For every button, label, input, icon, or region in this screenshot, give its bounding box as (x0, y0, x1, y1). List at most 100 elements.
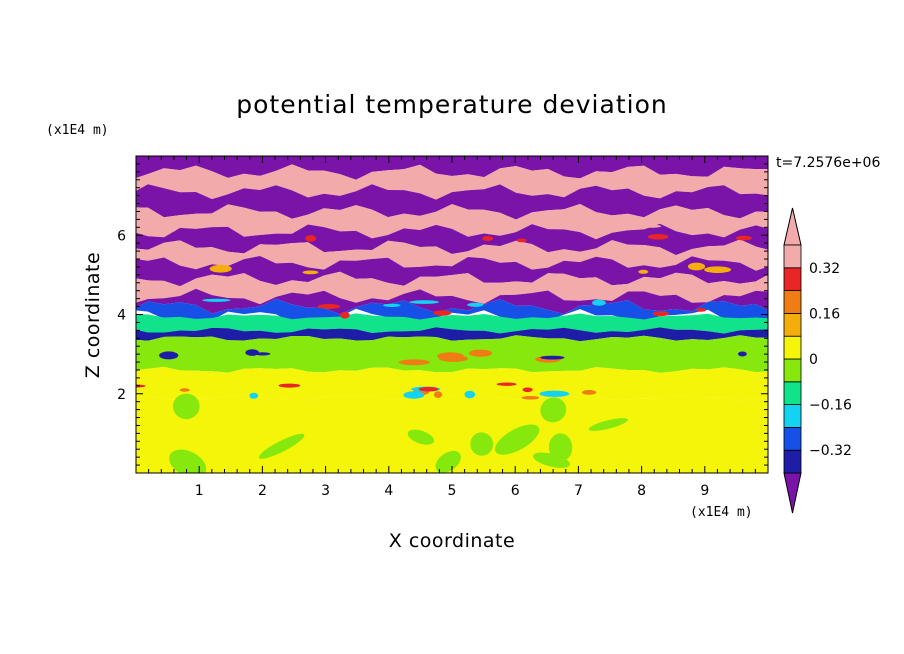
eddy (302, 270, 319, 275)
eddy (249, 392, 259, 399)
eddy-features (136, 219, 758, 473)
colorbar-label: 0.16 (809, 306, 840, 322)
y-axis-label: Z coordinate (82, 252, 104, 378)
eddy (202, 298, 231, 302)
eddy (592, 299, 606, 306)
eddy (687, 262, 706, 271)
contour-band (136, 223, 768, 256)
eddy (464, 390, 476, 399)
eddy (136, 384, 146, 388)
colorbar-label: −0.16 (809, 398, 852, 414)
eddy (435, 423, 457, 436)
eddy (468, 349, 493, 357)
time-label: t=7.2576e+06 (776, 155, 880, 171)
contour-band (136, 156, 768, 180)
y-tick-label: 2 (117, 387, 126, 403)
eddy (696, 308, 707, 312)
eddy (305, 235, 317, 242)
eddy (383, 303, 401, 307)
x-tick-label: 3 (321, 483, 330, 499)
eddy (647, 234, 669, 240)
eddy (581, 390, 597, 395)
x-tick-label: 8 (637, 483, 646, 499)
contour-band (136, 239, 768, 271)
colorbar: 0.32 0.16 0 −0.16 −0.32 (783, 207, 852, 514)
contour-band (136, 164, 768, 200)
x-tick-label: 9 (700, 483, 709, 499)
eddy (160, 224, 177, 233)
eddy (435, 450, 461, 473)
eddy (283, 397, 331, 436)
x-ticks: 1 2 3 4 5 6 7 8 9 (135, 156, 769, 499)
colorbar-label: 0 (809, 352, 818, 368)
colorbar-label: −0.32 (809, 443, 852, 459)
contour-band (136, 327, 768, 342)
eddy (209, 264, 232, 273)
contour-band (136, 204, 768, 240)
eddy (704, 266, 732, 274)
eddy (159, 351, 179, 360)
colorbar-segment (783, 335, 802, 360)
colorbar-segment (783, 449, 802, 474)
eddy (494, 424, 540, 455)
eddy (403, 391, 425, 399)
colorbar-segment (783, 381, 802, 405)
contour-band (136, 288, 768, 315)
y-tick-label: 4 (117, 308, 126, 324)
x-tick-label: 6 (511, 483, 520, 499)
eddy (638, 269, 649, 274)
eddy (173, 393, 200, 420)
eddy (539, 390, 570, 397)
chart-title: potential temperature deviation (236, 90, 667, 119)
x-tick-label: 2 (258, 483, 267, 499)
eddy (516, 238, 527, 243)
eddy (340, 311, 350, 319)
eddy (433, 310, 452, 316)
y-tick-label: 6 (117, 228, 126, 244)
colorbar-segment (783, 267, 802, 291)
eddy (652, 311, 669, 317)
contour-band (136, 184, 768, 220)
colorbar-segment (783, 404, 802, 428)
eddy (588, 418, 628, 431)
eddy (411, 222, 430, 226)
contour-band (136, 271, 768, 305)
x-tick-label: 5 (448, 483, 457, 499)
eddy (245, 349, 259, 356)
colorbar-segment (783, 312, 802, 337)
eddy (409, 300, 440, 304)
eddy (496, 382, 517, 386)
eddy (738, 351, 747, 357)
x-axis-label: X coordinate (389, 530, 515, 552)
eddy (317, 304, 341, 309)
eddy (411, 451, 430, 468)
eddy (521, 396, 540, 400)
eddy (405, 396, 444, 423)
colorbar-label: 0.32 (809, 261, 840, 277)
contour-band (136, 298, 768, 325)
x-tick-label: 1 (195, 483, 204, 499)
eddy (467, 302, 484, 307)
eddy (434, 391, 443, 398)
x-axis-unit: (x1E4 m) (690, 505, 753, 520)
contour-band (136, 256, 768, 287)
colorbar-segment (783, 290, 802, 314)
eddy (548, 433, 573, 462)
eddy (136, 428, 159, 456)
eddy (722, 435, 758, 454)
eddy (407, 429, 435, 445)
eddy (438, 355, 468, 362)
eddy (470, 432, 494, 456)
colorbar-min-arrow (783, 472, 802, 514)
eddy (532, 452, 571, 468)
colorbar-segment (783, 426, 802, 451)
x-tick-label: 7 (574, 483, 583, 499)
eddy (418, 386, 439, 392)
eddy (361, 219, 388, 227)
eddy (183, 430, 242, 444)
eddy (540, 397, 567, 423)
y-ticks: 2 4 6 (117, 155, 768, 474)
eddy (278, 383, 301, 388)
eddy (640, 224, 662, 228)
